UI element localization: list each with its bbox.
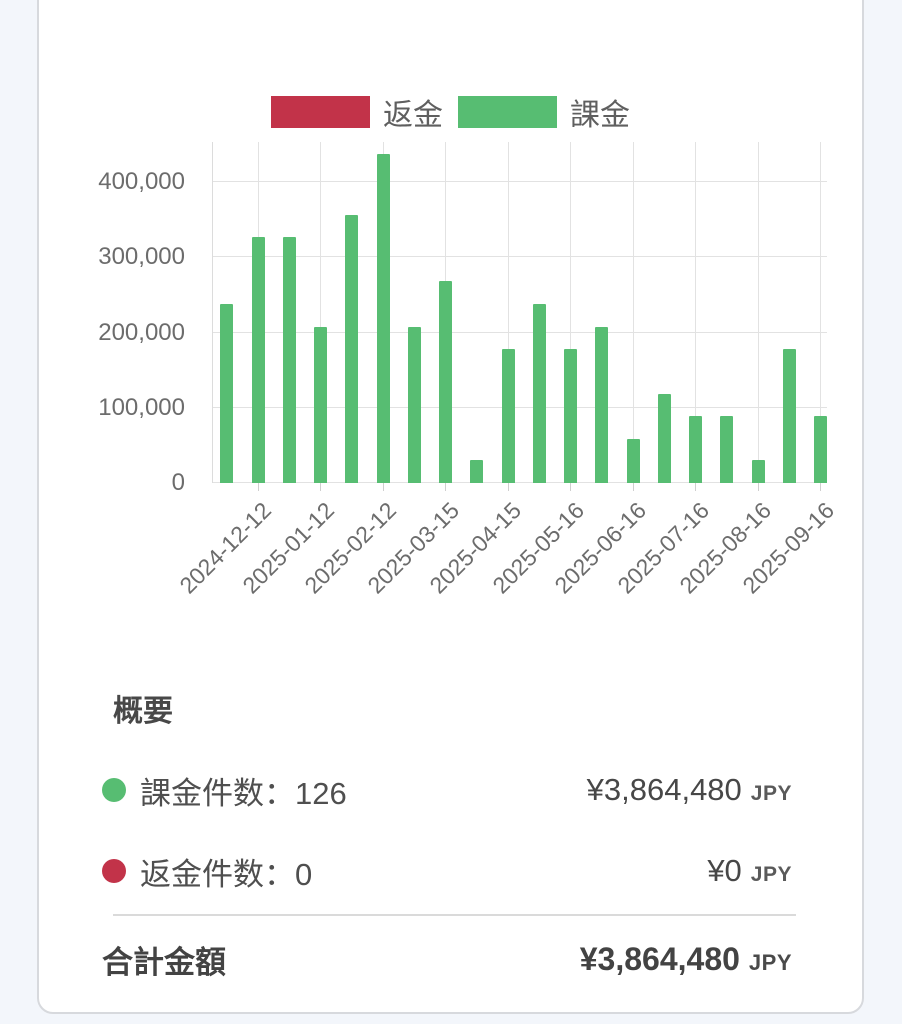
gridline-vertical xyxy=(320,142,321,483)
total-amount-wrap: ¥3,864,480 JPY xyxy=(580,941,792,978)
chart-bar-charge[interactable] xyxy=(314,326,327,483)
chart-bar-charge[interactable] xyxy=(470,460,484,483)
summary-divider xyxy=(113,914,796,916)
gridline-vertical xyxy=(757,142,759,483)
summary-heading: 概要 xyxy=(113,695,173,728)
bar-chart-plot-area: 0 100,000 200,000 300,000 400,000 2024-12-12 2… xyxy=(98,142,839,599)
charge-count-label: 課金件数：126 xyxy=(140,775,347,811)
chart-bar-charge[interactable] xyxy=(564,349,577,483)
gridline-horizontal xyxy=(212,406,827,408)
y-axis-label: 300,000 xyxy=(98,243,185,271)
chart-bar-charge[interactable] xyxy=(782,349,796,483)
gridline-horizontal xyxy=(212,331,827,333)
gridline-horizontal xyxy=(212,482,827,483)
legend-item-refund[interactable]: 返金 xyxy=(271,90,443,134)
charge-currency: JPY xyxy=(750,782,792,805)
total-amount: ¥3,864,480 xyxy=(579,940,740,977)
gridline-horizontal xyxy=(212,256,827,258)
charge-amount: ¥3,864,480 xyxy=(586,772,742,807)
chart-bar-charge[interactable] xyxy=(595,326,609,483)
chart-bar-charge[interactable] xyxy=(532,304,546,483)
y-axis-line xyxy=(212,142,213,483)
gridline-vertical xyxy=(570,142,571,483)
chart-bar-charge[interactable] xyxy=(501,349,515,483)
x-axis-tick xyxy=(695,483,696,491)
refund-currency: JPY xyxy=(750,863,792,886)
x-axis-tick xyxy=(757,483,759,491)
report-card: 返金 課金 0 100,000 200,000 300,000 400,000 2024-… xyxy=(37,0,864,1014)
chart-bar-charge[interactable] xyxy=(345,214,359,483)
chart-bar-charge[interactable] xyxy=(439,281,452,483)
refund-color-swatch xyxy=(271,96,370,128)
chart-bar-charge[interactable] xyxy=(689,416,702,483)
x-axis-tick xyxy=(257,483,259,491)
x-axis-tick xyxy=(570,483,571,491)
refund-count-label: 返金件数：0 xyxy=(140,856,313,892)
chart-bar-charge[interactable] xyxy=(751,460,765,483)
x-axis-tick xyxy=(507,483,509,491)
gridline-vertical xyxy=(632,142,634,483)
red-dot-icon xyxy=(102,859,126,883)
refund-amount: ¥0 xyxy=(707,853,742,888)
total-label: 合計金額 xyxy=(102,944,226,980)
summary-row-total: 合計金額 ¥3,864,480 JPY xyxy=(102,938,792,980)
gridline-vertical xyxy=(820,142,821,483)
legend-charge-label: 課金 xyxy=(570,99,630,132)
summary-row-charges: 課金件数：126 ¥3,864,480 JPY xyxy=(102,769,792,811)
x-axis-tick xyxy=(632,483,634,491)
charge-amount-wrap: ¥3,864,480 JPY xyxy=(587,772,792,808)
y-axis-label: 200,000 xyxy=(98,318,185,346)
y-axis-label: 400,000 xyxy=(98,168,185,196)
chart-bar-charge[interactable] xyxy=(814,416,827,483)
gridline-horizontal xyxy=(212,181,827,183)
legend-refund-label: 返金 xyxy=(383,99,443,132)
chart-bar-charge[interactable] xyxy=(251,237,265,483)
chart-bar-charge[interactable] xyxy=(407,326,421,483)
legend-item-charge[interactable]: 課金 xyxy=(458,90,630,134)
y-axis-label: 100,000 xyxy=(98,393,185,421)
charge-color-swatch xyxy=(458,96,557,128)
summary-row-refunds: 返金件数：0 ¥0 JPY xyxy=(102,850,792,892)
x-axis-tick xyxy=(445,483,446,491)
refund-amount-wrap: ¥0 JPY xyxy=(707,853,792,889)
chart-bar-charge[interactable] xyxy=(657,394,671,483)
chart-bar-charge[interactable] xyxy=(220,304,234,483)
x-axis-tick xyxy=(320,483,321,491)
x-axis-tick xyxy=(820,483,821,491)
chart-bar-charge[interactable] xyxy=(376,154,390,483)
gridline-vertical xyxy=(695,142,696,483)
chart-bar-charge[interactable] xyxy=(626,438,640,483)
gridline-vertical xyxy=(507,142,509,483)
green-dot-icon xyxy=(102,778,126,802)
chart-bar-charge[interactable] xyxy=(720,416,734,483)
chart-legend: 返金 課金 xyxy=(39,90,862,134)
chart-bar-charge[interactable] xyxy=(282,237,296,483)
x-axis-tick xyxy=(382,483,384,491)
total-currency: JPY xyxy=(748,949,792,975)
y-axis-label: 0 xyxy=(171,469,185,496)
